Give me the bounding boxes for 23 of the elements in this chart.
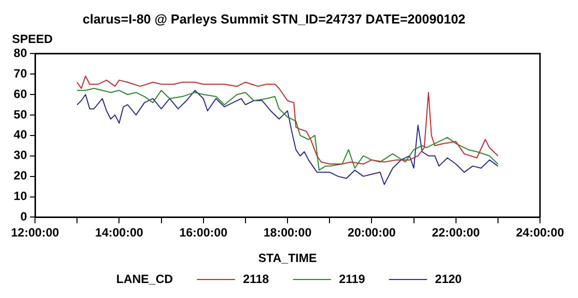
legend-title: LANE_CD: [116, 272, 173, 286]
x-tick-label: 16:00:00: [179, 226, 228, 240]
y-tick-label: 80: [14, 46, 28, 60]
y-tick-label: 50: [14, 107, 28, 122]
x-tick-label: 12:00:00: [10, 226, 60, 240]
y-tick-label: 60: [14, 86, 28, 101]
x-tick-label: 18:00:00: [263, 226, 312, 240]
y-tick-label: 20: [14, 168, 28, 183]
chart-title: clarus=I-80 @ Parleys Summit STN_ID=24737 DATE=20090102: [82, 11, 466, 26]
x-axis-title: STA_TIME: [258, 251, 317, 266]
y-tick-label: 40: [14, 128, 28, 142]
x-tick-label: 20:00:00: [348, 226, 396, 240]
y-tick-label: 70: [14, 66, 28, 80]
x-tick-label: 22:00:00: [432, 226, 480, 240]
y-tick-label: 0: [20, 210, 28, 224]
legend-label: 2120: [435, 272, 462, 286]
y-tick-label: 30: [14, 148, 28, 162]
y-axis-title: SPEED: [12, 32, 54, 46]
legend-label: 2118: [242, 272, 269, 286]
x-tick-label: 24:00:00: [516, 226, 564, 240]
y-tick-label: 10: [14, 189, 28, 204]
legend-label: 2119: [338, 272, 366, 286]
x-tick-label: 14:00:00: [95, 226, 144, 240]
